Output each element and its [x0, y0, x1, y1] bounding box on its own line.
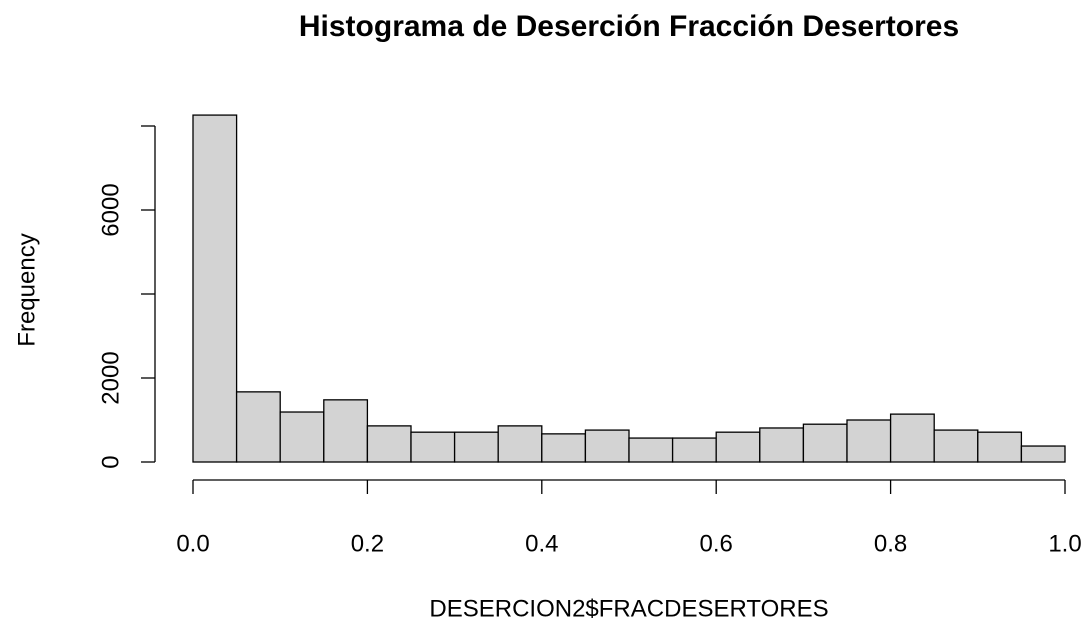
bar — [715, 431, 761, 463]
bar — [453, 431, 499, 463]
x-tick-label: 0.8 — [874, 530, 907, 557]
x-axis-label: DESERCION2$FRACDESERTORES — [429, 595, 828, 622]
bar — [235, 391, 281, 463]
y-tick-label: 6000 — [97, 183, 124, 236]
bar — [366, 425, 412, 463]
bar — [802, 423, 848, 463]
x-tick-label: 0.4 — [525, 530, 558, 557]
bar — [671, 437, 717, 463]
y-tick-label: 0 — [97, 455, 124, 468]
bar — [323, 399, 369, 463]
bar — [410, 431, 456, 463]
bar — [279, 411, 325, 463]
chart-title: Histograma de Deserción Fracción Deserto… — [299, 10, 959, 43]
bar — [977, 431, 1023, 463]
bar — [541, 433, 587, 463]
y-tick-label: 2000 — [97, 351, 124, 404]
bar — [192, 114, 238, 463]
x-tick-label: 0.6 — [700, 530, 733, 557]
bar — [759, 427, 805, 463]
bar — [846, 419, 892, 463]
bar — [497, 425, 543, 463]
x-tick-label: 0.2 — [351, 530, 384, 557]
bar — [628, 437, 674, 463]
x-tick-label: 1.0 — [1048, 530, 1081, 557]
y-axis-label: Frequency — [13, 233, 40, 346]
bar — [889, 413, 935, 463]
bar — [933, 429, 979, 463]
x-tick-label: 0.0 — [176, 530, 209, 557]
bar — [1020, 445, 1066, 463]
bar — [584, 429, 630, 463]
